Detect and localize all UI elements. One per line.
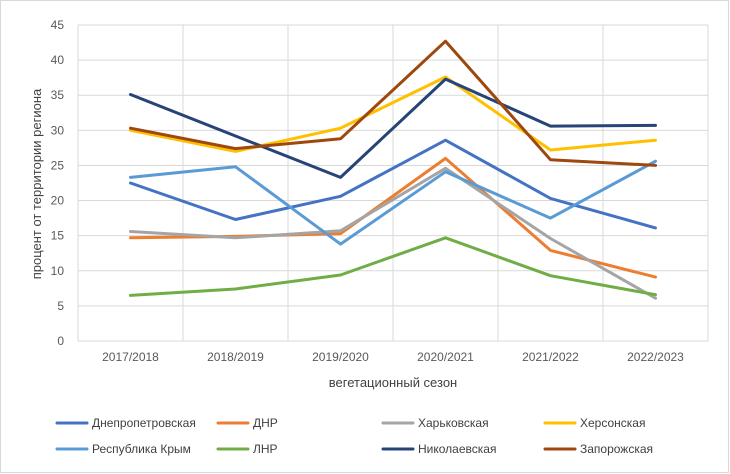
- x-axis-tick-labels: 2017/2018 2018/2019 2019/2020 2020/2021 2021…: [102, 350, 684, 364]
- series-lines: [129, 39, 657, 300]
- y-tick-label: 10: [51, 264, 65, 278]
- x-tick-label: 2022/2023: [627, 350, 684, 364]
- y-tick-label: 20: [51, 194, 65, 208]
- series-line-7: [129, 39, 657, 167]
- legend-label: Харьковская: [418, 416, 489, 430]
- y-tick-label: 5: [57, 299, 64, 313]
- legend-label: Республика Крым: [92, 442, 191, 456]
- x-tick-label: 2020/2021: [417, 350, 474, 364]
- series-line-4: [129, 159, 657, 246]
- x-tick-label: 2019/2020: [312, 350, 369, 364]
- legend: Днепропетровская ДНР Харьковская Херсонская…: [55, 416, 653, 456]
- y-tick-label: 35: [51, 88, 65, 102]
- x-axis-title: вегетационный сезон: [329, 375, 457, 390]
- y-tick-label: 30: [51, 123, 65, 137]
- x-tick-label: 2018/2019: [207, 350, 264, 364]
- series-line-0: [129, 138, 657, 230]
- legend-label: Днепропетровская: [92, 416, 196, 430]
- series-line-6: [129, 77, 657, 179]
- x-tick-label: 2021/2022: [522, 350, 579, 364]
- y-tick-label: 15: [51, 229, 65, 243]
- y-tick-label: 25: [51, 158, 65, 172]
- legend-label: ЛНР: [253, 442, 278, 456]
- series-line-2: [129, 166, 657, 300]
- y-tick-label: 45: [51, 18, 65, 32]
- gridlines: [77, 24, 709, 342]
- x-tick-label: 2017/2018: [102, 350, 159, 364]
- legend-label: Запорожская: [580, 442, 653, 456]
- legend-label: Херсонская: [580, 416, 645, 430]
- y-tick-label: 0: [57, 334, 64, 348]
- y-axis-tick-labels: 0 5 10 15 20 25 30 35 40 45: [51, 18, 65, 348]
- legend-label: ДНР: [253, 416, 278, 430]
- legend-label: Николаевская: [418, 442, 496, 456]
- y-tick-label: 40: [51, 53, 65, 67]
- y-axis-title: процент от территории региона: [29, 88, 44, 279]
- series-line-3: [129, 75, 657, 153]
- series-line-5: [129, 236, 657, 297]
